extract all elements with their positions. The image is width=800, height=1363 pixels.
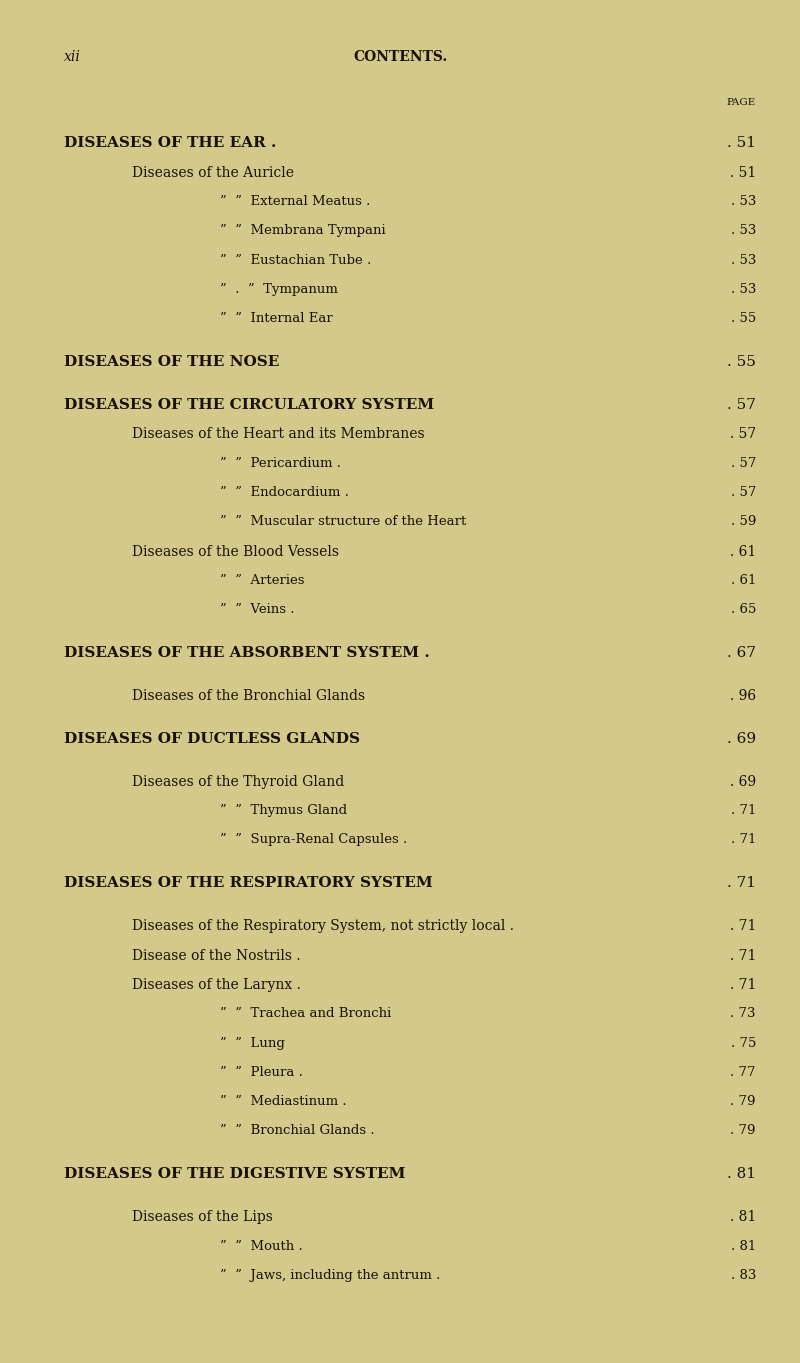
- Text: ”  ”  Arteries: ” ” Arteries: [220, 574, 305, 587]
- Text: . 71: . 71: [727, 876, 756, 890]
- Text: CONTENTS.: CONTENTS.: [353, 50, 447, 64]
- Text: Diseases of the Bronchial Glands: Diseases of the Bronchial Glands: [132, 688, 365, 703]
- Text: ”  ”  External Meatus .: ” ” External Meatus .: [220, 195, 370, 209]
- Text: . 57: . 57: [727, 398, 756, 412]
- Text: . 71: . 71: [730, 949, 756, 962]
- Text: ”  ”  Mouth .: ” ” Mouth .: [220, 1239, 302, 1253]
- Text: . 57: . 57: [730, 457, 756, 470]
- Text: . 67: . 67: [727, 646, 756, 660]
- Text: DISEASES OF THE EAR .: DISEASES OF THE EAR .: [64, 136, 276, 150]
- Text: . 96: . 96: [730, 688, 756, 703]
- Text: . 71: . 71: [730, 977, 756, 992]
- Text: xii: xii: [64, 50, 81, 64]
- Text: ”  ”  Pericardium .: ” ” Pericardium .: [220, 457, 341, 470]
- Text: . 57: . 57: [730, 485, 756, 499]
- Text: ”  ”  Endocardium .: ” ” Endocardium .: [220, 485, 349, 499]
- Text: . 69: . 69: [730, 774, 756, 789]
- Text: . 61: . 61: [730, 574, 756, 587]
- Text: DISEASES OF THE ABSORBENT SYSTEM .: DISEASES OF THE ABSORBENT SYSTEM .: [64, 646, 430, 660]
- Text: Diseases of the Heart and its Membranes: Diseases of the Heart and its Membranes: [132, 427, 425, 442]
- Text: . 57: . 57: [730, 427, 756, 442]
- Text: ”  .  ”  Tympanum: ” . ” Tympanum: [220, 282, 338, 296]
- Text: ”  ”  Trachea and Bronchi: ” ” Trachea and Bronchi: [220, 1007, 391, 1021]
- Text: . 55: . 55: [730, 312, 756, 326]
- Text: . 73: . 73: [730, 1007, 756, 1021]
- Text: ”  ”  Supra-Renal Capsules .: ” ” Supra-Renal Capsules .: [220, 833, 407, 846]
- Text: . 79: . 79: [730, 1124, 756, 1138]
- Text: . 59: . 59: [730, 515, 756, 529]
- Text: Disease of the Nostrils .: Disease of the Nostrils .: [132, 949, 301, 962]
- Text: . 75: . 75: [730, 1036, 756, 1050]
- Text: ”  ”  Pleura .: ” ” Pleura .: [220, 1066, 303, 1079]
- Text: ”  ”  Internal Ear: ” ” Internal Ear: [220, 312, 333, 326]
- Text: . 51: . 51: [727, 136, 756, 150]
- Text: . 71: . 71: [730, 833, 756, 846]
- Text: Diseases of the Thyroid Gland: Diseases of the Thyroid Gland: [132, 774, 344, 789]
- Text: . 61: . 61: [730, 544, 756, 559]
- Text: PAGE: PAGE: [726, 98, 756, 108]
- Text: DISEASES OF THE CIRCULATORY SYSTEM: DISEASES OF THE CIRCULATORY SYSTEM: [64, 398, 434, 412]
- Text: DISEASES OF DUCTLESS GLANDS: DISEASES OF DUCTLESS GLANDS: [64, 732, 360, 746]
- Text: DISEASES OF THE DIGESTIVE SYSTEM: DISEASES OF THE DIGESTIVE SYSTEM: [64, 1167, 406, 1182]
- Text: . 81: . 81: [727, 1167, 756, 1182]
- Text: ”  ”  Jaws, including the antrum .: ” ” Jaws, including the antrum .: [220, 1269, 440, 1283]
- Text: DISEASES OF THE RESPIRATORY SYSTEM: DISEASES OF THE RESPIRATORY SYSTEM: [64, 876, 433, 890]
- Text: . 69: . 69: [727, 732, 756, 746]
- Text: . 83: . 83: [730, 1269, 756, 1283]
- Text: ”  ”  Mediastinum .: ” ” Mediastinum .: [220, 1094, 346, 1108]
- Text: ”  ”  Bronchial Glands .: ” ” Bronchial Glands .: [220, 1124, 374, 1138]
- Text: ”  ”  Thymus Gland: ” ” Thymus Gland: [220, 804, 347, 818]
- Text: . 77: . 77: [730, 1066, 756, 1079]
- Text: ”  ”  Muscular structure of the Heart: ” ” Muscular structure of the Heart: [220, 515, 466, 529]
- Text: Diseases of the Lips: Diseases of the Lips: [132, 1210, 273, 1224]
- Text: . 53: . 53: [730, 254, 756, 267]
- Text: ”  ”  Veins .: ” ” Veins .: [220, 602, 294, 616]
- Text: . 65: . 65: [730, 602, 756, 616]
- Text: . 71: . 71: [730, 804, 756, 818]
- Text: ”  ”  Membrana Tympani: ” ” Membrana Tympani: [220, 224, 386, 237]
- Text: . 55: . 55: [727, 354, 756, 369]
- Text: . 53: . 53: [730, 224, 756, 237]
- Text: ”  ”  Eustachian Tube .: ” ” Eustachian Tube .: [220, 254, 371, 267]
- Text: Diseases of the Blood Vessels: Diseases of the Blood Vessels: [132, 544, 339, 559]
- Text: . 81: . 81: [730, 1210, 756, 1224]
- Text: . 53: . 53: [730, 282, 756, 296]
- Text: . 81: . 81: [730, 1239, 756, 1253]
- Text: . 79: . 79: [730, 1094, 756, 1108]
- Text: Diseases of the Respiratory System, not strictly local .: Diseases of the Respiratory System, not …: [132, 919, 514, 934]
- Text: . 51: . 51: [730, 165, 756, 180]
- Text: DISEASES OF THE NOSE: DISEASES OF THE NOSE: [64, 354, 279, 369]
- Text: . 71: . 71: [730, 919, 756, 934]
- Text: . 53: . 53: [730, 195, 756, 209]
- Text: ”  ”  Lung: ” ” Lung: [220, 1036, 285, 1050]
- Text: Diseases of the Auricle: Diseases of the Auricle: [132, 165, 294, 180]
- Text: Diseases of the Larynx .: Diseases of the Larynx .: [132, 977, 301, 992]
